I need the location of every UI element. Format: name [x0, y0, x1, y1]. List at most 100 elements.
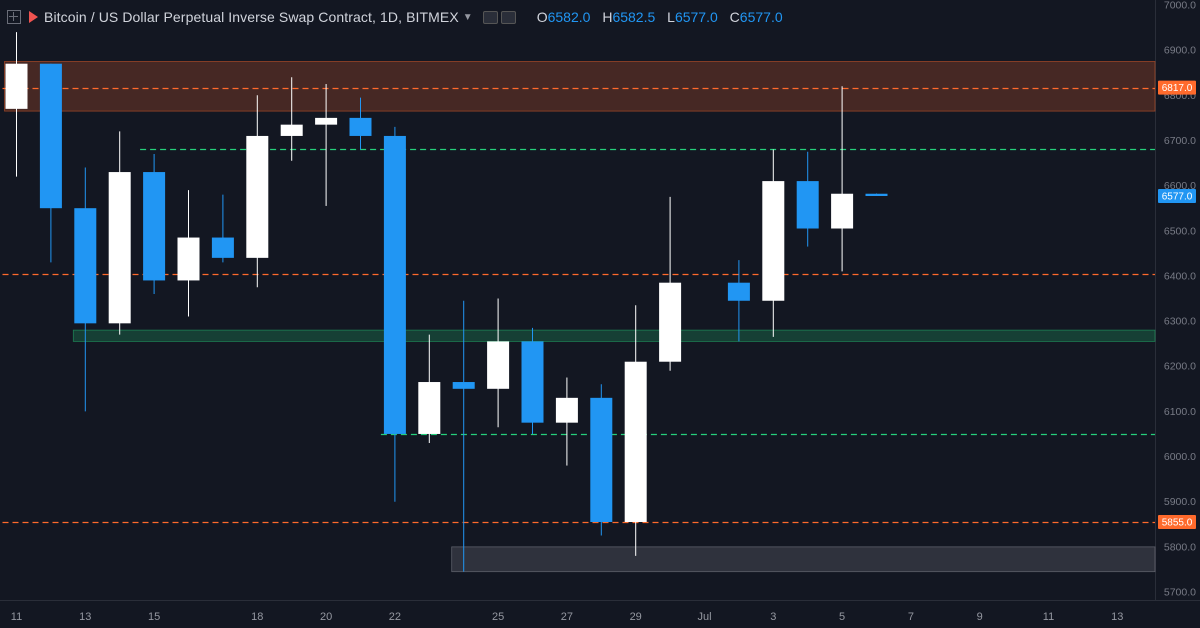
time-tick-label: 27 [561, 611, 573, 623]
candle-3 [108, 131, 131, 335]
open-key: O [536, 9, 548, 25]
low-value: 6577.0 [674, 9, 718, 25]
candle-body [74, 208, 97, 324]
open-value: 6582.0 [547, 9, 591, 25]
candle-body [211, 237, 234, 258]
candle-11 [383, 126, 406, 502]
settings-icon[interactable] [482, 10, 498, 24]
time-tick-label: 20 [320, 611, 332, 623]
candle-body [315, 117, 338, 125]
candle-body [418, 382, 441, 434]
candle-body [177, 237, 200, 281]
candle-20 [727, 260, 750, 342]
candle-body [865, 193, 888, 197]
candle-body [624, 361, 647, 523]
candle-body [349, 117, 372, 136]
candle-4 [143, 154, 166, 294]
price-tick-label: 6100.0 [1164, 406, 1196, 418]
candle-13 [452, 300, 475, 572]
candle-17 [590, 384, 613, 536]
high-value: 6582.5 [612, 9, 656, 25]
level-price-tag [1158, 515, 1196, 530]
chart-header: Bitcoin / US Dollar Perpetual Inverse Sw… [0, 0, 1155, 34]
zone-1 [72, 329, 1156, 342]
time-tick-label: 13 [1111, 611, 1123, 623]
candle-body [521, 341, 544, 423]
time-tick-label: Jul [697, 611, 711, 623]
high-key: H [602, 9, 613, 25]
price-tick-label: 6000.0 [1164, 451, 1196, 463]
candle-body [452, 382, 475, 389]
last-price-tag [1158, 189, 1196, 204]
candle-5 [177, 190, 200, 317]
zone-2 [451, 546, 1156, 573]
candle-body [831, 193, 854, 229]
price-tick-label: 6200.0 [1164, 361, 1196, 373]
candle-8 [280, 77, 303, 161]
price-tick-label: 6900.0 [1164, 45, 1196, 57]
candle-body [762, 181, 785, 301]
candle-2 [74, 167, 97, 412]
time-tick-label: 22 [389, 611, 401, 623]
symbol-title[interactable]: Bitcoin / US Dollar Perpetual Inverse Sw… [44, 9, 459, 25]
time-tick-label: 13 [79, 611, 91, 623]
time-tick-label: 15 [148, 611, 160, 623]
price-tick-label: 5700.0 [1164, 587, 1196, 599]
last-price-label: 6577.0 [1162, 192, 1193, 203]
time-tick-label: 11 [11, 611, 22, 623]
candle-9 [315, 84, 338, 206]
close-value: 6577.0 [739, 9, 783, 25]
zone-0 [4, 61, 1156, 112]
exchange-flag-icon [29, 11, 38, 23]
candle-15 [521, 327, 544, 434]
candle-body [796, 181, 819, 229]
time-tick-label: 25 [492, 611, 504, 623]
candle-10 [349, 97, 372, 150]
candle-24 [865, 193, 888, 197]
candle-body [487, 341, 510, 389]
time-tick-label: 18 [251, 611, 263, 623]
time-tick-label: 11 [1043, 611, 1054, 623]
candle-body [246, 135, 269, 258]
candle-14 [487, 298, 510, 428]
level-price-label: 6817.0 [1162, 83, 1193, 94]
price-tick-label: 7000.0 [1164, 0, 1196, 12]
low-key: L [667, 9, 675, 25]
candle-body [5, 63, 28, 109]
candle-body [727, 282, 750, 301]
price-tick-label: 6500.0 [1164, 225, 1196, 237]
time-tick-label: 3 [770, 611, 776, 623]
candle-22 [796, 151, 819, 247]
chevron-down-icon[interactable]: ▼ [462, 11, 473, 23]
candle-body [108, 172, 131, 324]
candle-body [659, 282, 682, 362]
candle-16 [555, 377, 578, 466]
candle-0 [5, 32, 28, 177]
candle-body [280, 124, 303, 136]
price-tick-label: 6700.0 [1164, 135, 1196, 147]
close-key: C [729, 9, 740, 25]
candle-18 [624, 305, 647, 556]
candle-7 [246, 95, 269, 288]
candle-19 [659, 196, 682, 371]
price-tick-label: 5800.0 [1164, 541, 1196, 553]
ohlc-readout: O6582.0 H6582.5 L6577.0 C6577.0 [529, 9, 783, 25]
candle-body [383, 135, 406, 434]
candle-body [39, 63, 62, 209]
time-tick-label: 29 [630, 611, 642, 623]
candle-1 [39, 63, 62, 263]
candle-body [590, 397, 613, 523]
compare-icon[interactable] [500, 10, 516, 24]
time-tick-label: 9 [977, 611, 983, 623]
candle-23 [831, 86, 854, 272]
expand-icon[interactable] [7, 10, 21, 24]
level-price-tag [1158, 80, 1196, 95]
price-tick-label: 6300.0 [1164, 316, 1196, 328]
time-tick-label: 7 [908, 611, 914, 623]
price-tick-label: 5900.0 [1164, 496, 1196, 508]
candle-body [555, 397, 578, 423]
candle-21 [762, 149, 785, 337]
candle-6 [211, 194, 234, 263]
candle-12 [418, 334, 441, 443]
